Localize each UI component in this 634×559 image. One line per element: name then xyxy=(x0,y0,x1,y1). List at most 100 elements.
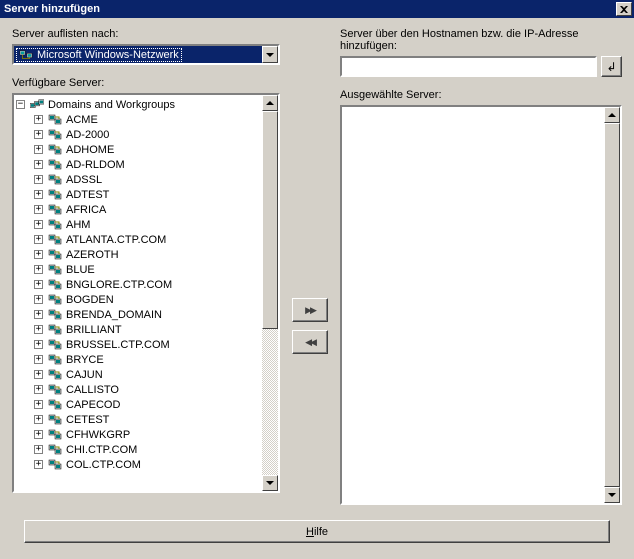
tree-node[interactable]: +AD-RLDOM xyxy=(16,157,262,172)
expand-toggle[interactable]: + xyxy=(34,160,43,169)
tree-node[interactable]: +BOGDEN xyxy=(16,292,262,307)
expand-toggle[interactable]: + xyxy=(34,370,43,379)
domain-icon xyxy=(48,234,62,246)
selected-servers-list[interactable] xyxy=(340,105,622,505)
available-scrollbar[interactable] xyxy=(262,95,278,491)
selected-scrollbar[interactable] xyxy=(604,107,620,503)
scroll-down-button[interactable] xyxy=(604,487,620,503)
tree-node[interactable]: + BRILLIANT xyxy=(16,322,262,337)
domain-icon xyxy=(48,294,62,306)
domains-icon xyxy=(30,99,44,111)
scroll-thumb[interactable] xyxy=(604,123,620,487)
expand-toggle[interactable]: + xyxy=(34,430,43,439)
close-icon xyxy=(620,6,628,13)
tree-node-label: BRILLIANT xyxy=(64,324,124,336)
tree-node[interactable]: +AHM xyxy=(16,217,262,232)
combo-dropdown-button[interactable] xyxy=(262,46,278,63)
label-list-by: Server auflisten nach: xyxy=(12,28,280,40)
tree-node-root[interactable]: − Domains and Workgroups xyxy=(16,97,262,112)
tree-node[interactable]: + ADHOME xyxy=(16,142,262,157)
available-servers-tree[interactable]: −Domains and Workgroups+ACME+AD-2000+ADH… xyxy=(12,93,280,493)
domain-icon xyxy=(48,189,62,201)
dialog-body: Server auflisten nach: Microsoft Windows… xyxy=(0,18,634,559)
remove-button[interactable] xyxy=(292,330,328,354)
chevron-down-icon xyxy=(608,493,616,497)
help-button[interactable]: Hilfe xyxy=(24,520,610,543)
expand-toggle[interactable]: + xyxy=(34,295,43,304)
expand-toggle[interactable]: + xyxy=(34,415,43,424)
host-input[interactable] xyxy=(342,58,595,75)
tree-node[interactable]: +CETEST xyxy=(16,412,262,427)
tree-node-label: CHI.CTP.COM xyxy=(64,444,139,456)
tree-node[interactable]: + ADTEST xyxy=(16,187,262,202)
domain-icon xyxy=(48,444,62,456)
tree-node-label: COL.CTP.COM xyxy=(64,459,143,471)
expand-toggle[interactable]: + xyxy=(34,355,43,364)
tree-node[interactable]: + CHI.CTP.COM xyxy=(16,442,262,457)
tree-node-label: ADTEST xyxy=(64,189,111,201)
expand-toggle[interactable]: + xyxy=(34,340,43,349)
expand-toggle[interactable]: + xyxy=(34,280,43,289)
tree-node[interactable]: +AZEROTH xyxy=(16,247,262,262)
tree-node[interactable]: + CAPECOD xyxy=(16,397,262,412)
scroll-track[interactable] xyxy=(604,123,620,487)
tree-node[interactable]: +AFRICA xyxy=(16,202,262,217)
domain-icon xyxy=(48,264,62,276)
domain-icon xyxy=(48,309,62,321)
arrows-right-icon xyxy=(305,304,315,316)
expand-toggle[interactable]: + xyxy=(34,265,43,274)
scroll-thumb[interactable] xyxy=(262,111,278,329)
expand-toggle[interactable]: + xyxy=(34,220,43,229)
tree-node[interactable]: +AD-2000 xyxy=(16,127,262,142)
tree-node[interactable]: + CAJUN xyxy=(16,367,262,382)
domain-icon xyxy=(48,159,62,171)
scroll-up-button[interactable] xyxy=(262,95,278,111)
tree-node[interactable]: +BNGLORE.CTP.COM xyxy=(16,277,262,292)
tree-node[interactable]: +ACME xyxy=(16,112,262,127)
scroll-track[interactable] xyxy=(262,111,278,475)
expand-toggle[interactable]: + xyxy=(34,445,43,454)
expand-toggle[interactable]: + xyxy=(34,400,43,409)
expand-toggle[interactable]: + xyxy=(34,250,43,259)
scroll-up-button[interactable] xyxy=(604,107,620,123)
expand-toggle[interactable]: + xyxy=(34,130,43,139)
domain-icon xyxy=(48,204,62,216)
host-submit-button[interactable]: ↲ xyxy=(601,56,622,77)
domain-icon xyxy=(48,429,62,441)
expand-toggle[interactable]: + xyxy=(34,325,43,334)
expand-toggle[interactable]: + xyxy=(34,205,43,214)
expand-toggle[interactable]: + xyxy=(34,115,43,124)
tree-node[interactable]: + ADSSL xyxy=(16,172,262,187)
expand-toggle[interactable]: + xyxy=(34,385,43,394)
scroll-down-button[interactable] xyxy=(262,475,278,491)
help-label: Hilfe xyxy=(306,526,328,538)
chevron-down-icon xyxy=(266,481,274,485)
tree-node[interactable]: +BLUE xyxy=(16,262,262,277)
collapse-toggle[interactable]: − xyxy=(16,100,25,109)
network-combo[interactable]: Microsoft Windows-Netzwerk xyxy=(12,44,280,65)
tree-node-label: CAPECOD xyxy=(64,399,122,411)
tree-node[interactable]: +CFHWKGRP xyxy=(16,427,262,442)
tree-node[interactable]: +CALLISTO xyxy=(16,382,262,397)
tree-node-label: CAJUN xyxy=(64,369,105,381)
label-selected: Ausgewählte Server: xyxy=(340,89,622,101)
tree-node-label: ADHOME xyxy=(64,144,116,156)
expand-toggle[interactable]: + xyxy=(34,310,43,319)
tree-node[interactable]: + ATLANTA.CTP.COM xyxy=(16,232,262,247)
expand-toggle[interactable]: + xyxy=(34,235,43,244)
expand-toggle[interactable]: + xyxy=(34,175,43,184)
tree-node-label: ATLANTA.CTP.COM xyxy=(64,234,168,246)
tree-node[interactable]: +BRENDA_DOMAIN xyxy=(16,307,262,322)
tree-node-label: ADSSL xyxy=(64,174,104,186)
tree-node[interactable]: +BRUSSEL.CTP.COM xyxy=(16,337,262,352)
domain-icon xyxy=(48,369,62,381)
close-button[interactable] xyxy=(616,2,632,16)
add-button[interactable] xyxy=(292,298,328,322)
tree-node-label: Domains and Workgroups xyxy=(46,99,177,111)
expand-toggle[interactable]: + xyxy=(34,145,43,154)
tree-node[interactable]: + COL.CTP.COM xyxy=(16,457,262,472)
expand-toggle[interactable]: + xyxy=(34,460,43,469)
tree-node[interactable]: +BRYCE xyxy=(16,352,262,367)
expand-toggle[interactable]: + xyxy=(34,190,43,199)
domain-icon xyxy=(48,249,62,261)
